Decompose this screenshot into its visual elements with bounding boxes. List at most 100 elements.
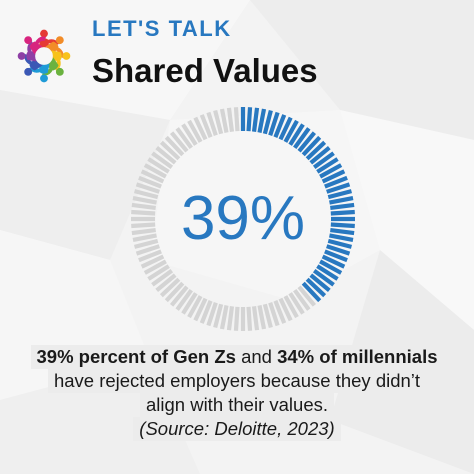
gauge-tick-inactive (262, 303, 273, 329)
gauge-tick-active (330, 227, 355, 236)
gauge-tick-inactive (131, 222, 156, 229)
gauge-tick-inactive (131, 202, 156, 211)
gauge-tick-inactive (135, 244, 160, 256)
gauge-tick-active (321, 254, 346, 269)
gauge-tick-active (326, 182, 351, 194)
gauge-tick-inactive (138, 249, 162, 263)
gauge-tick-active (246, 107, 253, 132)
gauge-tick-active (293, 127, 311, 150)
gauge-tick-inactive (135, 182, 160, 194)
gauge-tick-inactive (181, 292, 198, 315)
gauge-tick-inactive (213, 303, 224, 329)
gauge-tick-active (309, 145, 331, 165)
gauge-tick-inactive (246, 306, 253, 331)
gauge-tick-inactive (131, 227, 156, 236)
gauge-tick-inactive (164, 135, 185, 157)
gauge-tick-active (309, 273, 331, 293)
gauge-tick-active (330, 222, 355, 229)
gauge-tick-inactive (143, 259, 167, 275)
gauge-tick-inactive (143, 163, 167, 179)
gauge-tick-inactive (155, 145, 177, 165)
gauge-tick-inactive (199, 114, 213, 138)
gauge-tick-inactive (164, 281, 185, 303)
caption-line-2: have rejected employers because they did… (47, 369, 427, 393)
caption: 39% percent of Gen Zs and 34% of millenn… (0, 345, 474, 441)
gauge-tick-inactive (140, 254, 165, 269)
gauge-tick-active (283, 119, 299, 143)
gauge-tick-inactive (155, 273, 177, 293)
gauge-tick-inactive (199, 300, 213, 324)
gauge-tick-inactive (193, 116, 208, 141)
gauge-tick-active (312, 269, 335, 287)
gauge-tick-inactive (175, 288, 193, 311)
gauge-tick-active (301, 135, 322, 157)
gauge-tick-inactive (187, 295, 203, 319)
gauge-tick-active (324, 249, 348, 263)
gauge-tick-active (330, 202, 355, 211)
gauge-tick-inactive (219, 305, 229, 330)
gauge-tick-inactive (151, 151, 174, 169)
gauge-tick-active (319, 163, 343, 179)
gauge-tick-inactive (169, 285, 189, 307)
gauge-tick-inactive (251, 306, 260, 331)
gauge-tick-inactive (278, 297, 293, 322)
gauge-tick-inactive (288, 292, 305, 315)
gauge-tick-active (278, 116, 293, 141)
caption-line-3: align with their values. (139, 393, 334, 417)
gauge-tick-active (305, 140, 327, 161)
gauge-tick-inactive (131, 209, 156, 216)
gauge-tick-active (301, 281, 322, 303)
gauge-tick-inactive (206, 302, 218, 327)
gauge-tick-inactive (138, 175, 162, 189)
gauge-tick-inactive (169, 131, 189, 153)
gauge-tick-active (312, 151, 335, 169)
gauge-tick-inactive (147, 157, 170, 174)
gauge-tick-active (297, 131, 317, 153)
gauge-tick-active (305, 277, 327, 298)
gauge-tick-inactive (159, 140, 181, 161)
gauge-tick-inactive (133, 189, 159, 200)
gauge-tick-active (327, 189, 353, 200)
gauge-tick-inactive (233, 107, 240, 132)
gauge-tick-inactive (213, 109, 224, 135)
stat-millennials: 34% of millennials (277, 346, 438, 367)
gauge-tick-inactive (273, 300, 287, 324)
gauge-tick-active (329, 233, 354, 243)
gauge-tick-active (257, 108, 267, 133)
gauge-tick-inactive (297, 285, 317, 307)
gauge-tick-inactive (226, 107, 235, 132)
gauge-tick-inactive (193, 297, 208, 322)
gauge-tick-active (273, 114, 287, 138)
kicker-text: LET'S TALK (92, 16, 232, 41)
gauge-tick-inactive (147, 264, 170, 281)
gauge-tick-active (319, 259, 343, 275)
gauge-tick-active (326, 244, 351, 256)
gauge-tick-active (288, 123, 305, 146)
gauge-tick-inactive (159, 277, 181, 298)
gauge-tick-active (262, 109, 273, 135)
gauge-tick-active (321, 169, 346, 184)
gauge-tick-inactive (293, 288, 311, 311)
gauge-tick-inactive (187, 119, 203, 143)
gauge-tick-inactive (219, 108, 229, 133)
gauge-tick-active (327, 238, 353, 249)
gauge-tick-active (251, 107, 260, 132)
gauge-tick-active (268, 111, 280, 136)
gauge-tick-active (316, 264, 339, 281)
gauge-tick-inactive (226, 306, 235, 331)
gauge-tick-active (324, 175, 348, 189)
caption-and: and (235, 346, 278, 367)
gauge-tick-inactive (140, 169, 165, 184)
gauge-tick-active (316, 157, 339, 174)
gauge-tick-inactive (206, 111, 218, 136)
gauge-tick-inactive (175, 127, 193, 150)
people-circle-logo-icon (17, 29, 71, 83)
gauge-tick-inactive (283, 295, 299, 319)
gauge-tick-inactive (257, 305, 267, 330)
logo-figure (24, 36, 46, 55)
gauge-tick-active (330, 209, 355, 216)
source-citation: (Source: Deloitte, 2023) (133, 417, 341, 441)
gauge-value-label: 39% (181, 184, 305, 253)
gauge-tick-inactive (233, 306, 240, 331)
page-title: Shared Values (92, 52, 318, 89)
